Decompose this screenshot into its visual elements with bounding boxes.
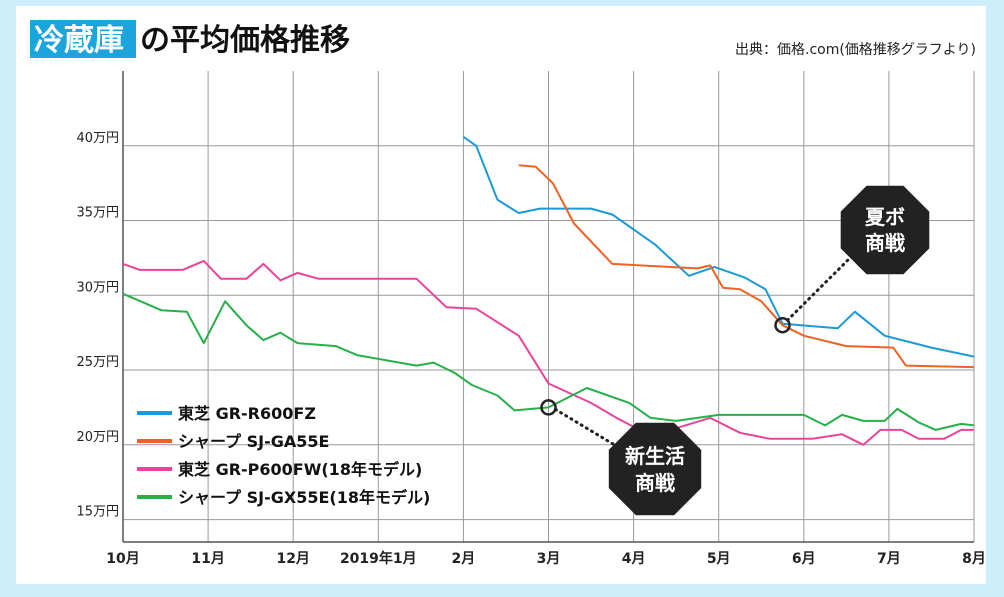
series-layer — [122, 135, 975, 446]
x-tick-label: 2月 — [452, 551, 476, 567]
spring-marker — [540, 399, 557, 416]
x-tick-label: 5月 — [707, 551, 731, 567]
summer-marker — [774, 316, 791, 334]
chart-panel: 冷蔵庫 の平均価格推移 出典：価格.com(価格推移グラフより) 15万円 20万… — [16, 6, 986, 584]
summer-badge — [840, 185, 930, 275]
y-tick-label: 15万円 — [76, 505, 119, 520]
title-highlight: 冷蔵庫 — [34, 23, 124, 58]
x-tick-label: 4月 — [622, 551, 646, 567]
x-tick-label: 10月 — [106, 551, 139, 567]
x-tick-label: 2019年1月 — [340, 550, 417, 567]
grid — [122, 71, 975, 543]
title-text: の平均価格推移 — [140, 23, 350, 58]
legend-label: 東芝 GR-R600FZ — [178, 404, 316, 423]
summer-badge-text: 商戦 — [865, 231, 905, 255]
series-line — [122, 292, 975, 431]
chart: 冷蔵庫 の平均価格推移 出典：価格.com(価格推移グラフより) 15万円 20万… — [30, 20, 986, 567]
axis-labels: 15万円 20万円 25万円 30万円 35万円 40万円 10月 11月 12月 2019年1月… — [76, 131, 985, 567]
spring-badge — [608, 422, 702, 516]
x-tick-label: 7月 — [877, 551, 901, 567]
legend: 東芝 GR-R600FZ シャープ SJ-GA55E 東芝 GR-P600FW(18… — [137, 404, 430, 507]
spring-badge-text: 新生活 — [625, 444, 685, 468]
y-tick-label: 30万円 — [76, 280, 119, 295]
source-note: 出典：価格.com(価格推移グラフより) — [735, 42, 976, 58]
series-line — [518, 164, 975, 369]
y-tick-label: 35万円 — [76, 206, 119, 221]
legend-label: シャープ SJ-GX55E(18年モデル) — [178, 488, 430, 507]
x-tick-label: 3月 — [537, 551, 561, 567]
spring-badge-text: 商戦 — [635, 471, 675, 495]
legend-label: 東芝 GR-P600FW(18年モデル) — [178, 460, 422, 479]
x-tick-label: 11月 — [191, 551, 224, 567]
x-tick-label: 6月 — [792, 551, 816, 567]
series-line — [462, 135, 975, 358]
title-highlight-bg — [30, 20, 136, 58]
y-tick-label: 25万円 — [76, 355, 119, 370]
spring-leader-line — [554, 407, 615, 446]
legend-label: シャープ SJ-GA55E — [178, 432, 329, 451]
series-line — [122, 259, 974, 446]
summer-badge-text: 夏ボ — [865, 205, 905, 229]
summer-leader-line — [786, 257, 851, 322]
y-tick-label: 40万円 — [76, 131, 119, 146]
x-tick-label: 12月 — [276, 551, 309, 567]
x-tick-label: 8月 — [962, 551, 986, 567]
y-tick-label: 20万円 — [76, 430, 119, 445]
